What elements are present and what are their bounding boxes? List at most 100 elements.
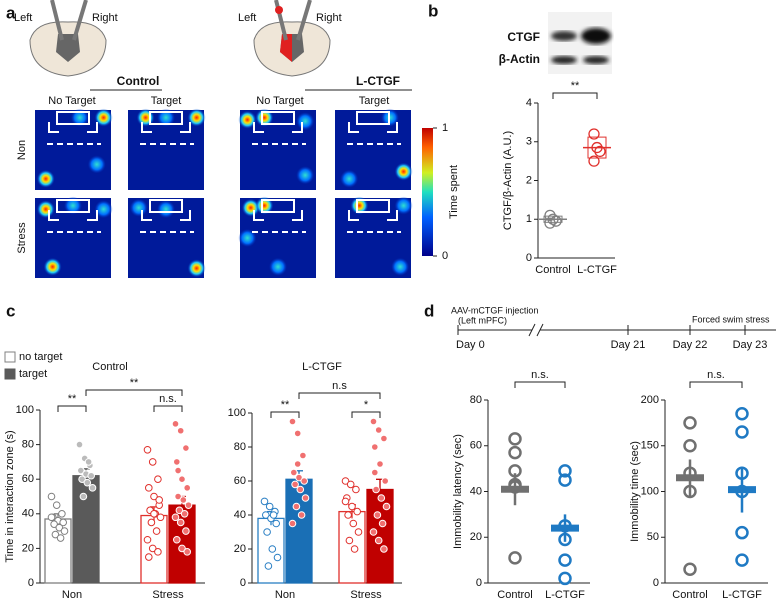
data-point xyxy=(268,545,277,553)
data-point xyxy=(297,511,306,519)
data-point xyxy=(176,426,185,435)
significance-label: ** xyxy=(130,377,139,389)
colorbar-tick-label: 1 xyxy=(442,122,448,134)
y-tick-label: 100 xyxy=(228,407,246,419)
arena-outline xyxy=(141,111,191,133)
data-point xyxy=(558,532,572,547)
x-tick-label: L-CTGF xyxy=(545,589,585,600)
data-point xyxy=(381,477,390,485)
data-point xyxy=(179,496,188,504)
data-point xyxy=(87,471,95,480)
data-point xyxy=(184,501,193,509)
arena-outline xyxy=(253,199,303,221)
y-tick-label: 40 xyxy=(234,509,246,521)
data-point xyxy=(301,494,310,502)
data-point xyxy=(50,520,58,528)
column-header: Target xyxy=(359,95,390,107)
data-point xyxy=(78,475,86,484)
data-point xyxy=(346,480,355,489)
data-point xyxy=(77,466,85,475)
data-point xyxy=(183,484,191,492)
x-tick-label: Stress xyxy=(152,589,184,600)
heat-spot xyxy=(394,196,413,215)
arena-outline xyxy=(48,111,98,133)
x-tick-label: Control xyxy=(672,589,707,600)
data-point xyxy=(171,420,180,428)
arena-outline xyxy=(253,111,303,133)
significance-bracket xyxy=(85,389,183,396)
data-point xyxy=(75,440,84,449)
y-tick-label: 3 xyxy=(526,136,532,148)
axis xyxy=(537,103,615,259)
data-point xyxy=(262,511,270,519)
chart-title: L-CTGF xyxy=(302,361,342,373)
data-point xyxy=(550,215,562,227)
data-point xyxy=(353,507,362,516)
data-point xyxy=(382,502,391,511)
hemisphere-label: Right xyxy=(92,12,118,24)
y-axis-label: Immobility time (sec) xyxy=(629,441,641,542)
heat-spot xyxy=(64,196,82,215)
hemisphere-label: Left xyxy=(238,12,256,24)
data-point xyxy=(264,562,273,570)
heat-spot xyxy=(94,200,113,219)
western-blot xyxy=(548,12,612,74)
data-point xyxy=(156,513,165,522)
blot-label: CTGF xyxy=(507,30,540,44)
y-tick-label: 0 xyxy=(653,577,659,589)
significance-bracket xyxy=(57,405,87,412)
x-tick-label: Control xyxy=(497,589,532,600)
data-point xyxy=(683,466,697,480)
data-point xyxy=(508,480,522,494)
y-tick-label: 50 xyxy=(647,531,659,543)
data-point xyxy=(735,406,749,421)
y-tick-label: 0 xyxy=(240,577,246,589)
significance-label: n.s. xyxy=(531,369,549,381)
data-point xyxy=(176,518,185,527)
data-point xyxy=(735,466,749,480)
legend-swatch xyxy=(4,351,16,363)
arena-outline xyxy=(348,199,398,221)
data-point xyxy=(291,480,299,489)
data-point xyxy=(273,553,282,562)
bar xyxy=(285,478,313,584)
data-point xyxy=(47,513,56,522)
data-point xyxy=(155,496,163,504)
data-point xyxy=(143,535,152,544)
data-point xyxy=(173,535,181,544)
heat-spot xyxy=(187,108,206,127)
data-point xyxy=(376,460,384,468)
data-point xyxy=(145,553,153,561)
data-point xyxy=(55,523,64,532)
data-point xyxy=(292,502,301,511)
heat-spot xyxy=(36,200,55,219)
data-point xyxy=(594,145,606,158)
panel-label: c xyxy=(6,301,15,320)
heat-spot xyxy=(255,196,274,215)
data-point xyxy=(300,477,309,485)
data-point xyxy=(341,477,350,485)
heat-spot xyxy=(255,108,274,127)
data-point xyxy=(263,528,271,536)
y-tick-label: 2 xyxy=(526,174,532,186)
significance-label: ** xyxy=(281,399,290,411)
data-point xyxy=(182,444,190,452)
significance-bracket xyxy=(552,92,598,99)
significance-bracket xyxy=(298,392,381,399)
y-tick-label: 4 xyxy=(526,97,532,109)
data-point xyxy=(59,518,68,527)
data-point xyxy=(378,519,387,528)
group-title: L-CTGF xyxy=(356,74,400,88)
y-axis-label: Time in interaction zone (s) xyxy=(4,430,16,562)
data-point xyxy=(558,519,572,533)
data-point xyxy=(371,468,379,477)
timeline-note: (Left mPFC) xyxy=(458,315,507,325)
x-tick-label: Non xyxy=(62,589,82,600)
data-point xyxy=(180,510,189,518)
y-tick-label: 100 xyxy=(641,485,659,497)
data-point xyxy=(148,458,157,466)
column-header: No Target xyxy=(256,95,304,107)
data-point xyxy=(588,155,600,167)
data-point xyxy=(588,128,600,140)
